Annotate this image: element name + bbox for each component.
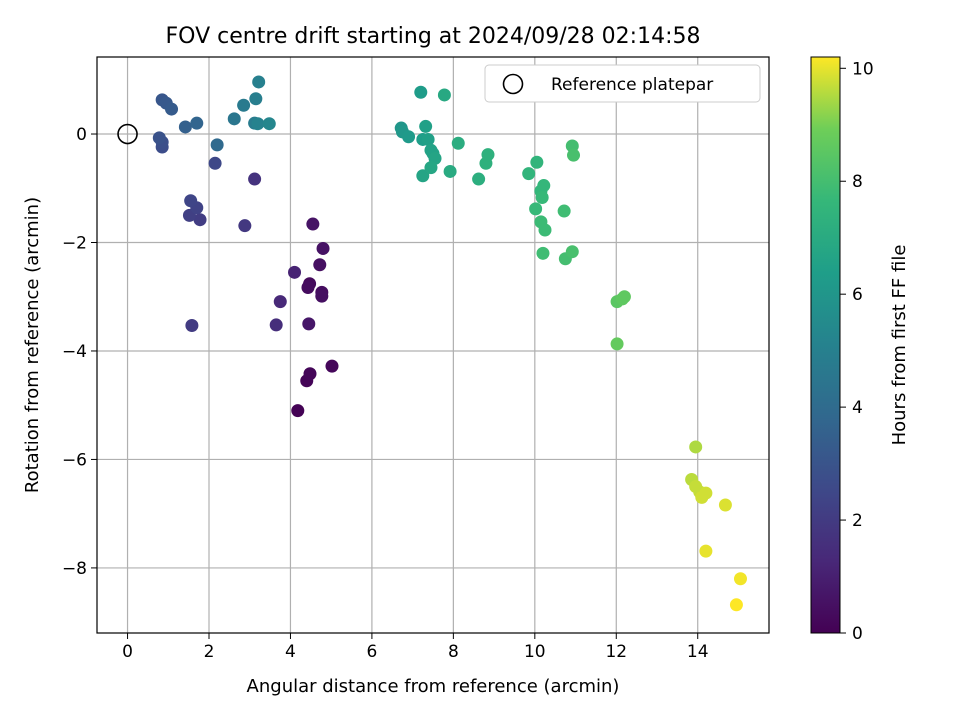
data-point — [424, 161, 438, 175]
grid-lines — [97, 57, 769, 633]
data-point — [567, 148, 581, 162]
legend-box — [484, 64, 761, 103]
data-point — [184, 194, 198, 208]
y-tick-label: −6 — [62, 450, 87, 470]
data-point — [193, 213, 207, 227]
data-point — [269, 318, 283, 332]
data-point — [190, 116, 204, 130]
x-tick-label: 10 — [524, 642, 546, 662]
data-point — [437, 88, 451, 102]
data-point — [248, 172, 262, 186]
x-tick-label: 0 — [122, 642, 133, 662]
data-point — [303, 367, 317, 381]
y-tick-label: −4 — [62, 342, 87, 362]
data-point — [237, 98, 251, 112]
data-point — [472, 172, 486, 186]
x-tick-label: 14 — [687, 642, 709, 662]
data-point — [699, 486, 713, 500]
data-point — [522, 167, 536, 181]
y-tick-label: −8 — [62, 559, 87, 579]
y-axis: 0 −2 −4 −6 −8 — [62, 125, 97, 579]
colorbar-gradient — [810, 56, 841, 634]
data-point — [729, 598, 743, 612]
data-point — [565, 245, 579, 259]
x-tick-label: 2 — [204, 642, 215, 662]
x-tick-label: 8 — [448, 642, 459, 662]
data-point — [301, 281, 315, 295]
data-point — [718, 498, 732, 512]
legend-label: Reference platepar — [551, 75, 713, 95]
data-point — [530, 155, 544, 169]
data-point — [262, 117, 276, 131]
data-point — [416, 169, 430, 183]
plot-frame — [96, 56, 770, 634]
data-point — [529, 202, 543, 216]
data-point — [249, 92, 263, 106]
data-points — [152, 75, 747, 612]
colorbar-tick-label: 10 — [852, 59, 874, 79]
data-point — [227, 112, 241, 126]
data-point — [610, 337, 624, 351]
data-point — [421, 132, 435, 146]
colorbar-tick-label: 4 — [852, 398, 863, 418]
colorbar-tick-label: 0 — [852, 624, 863, 644]
colorbar-label: Hours from first FF file — [889, 245, 910, 446]
data-point — [178, 120, 192, 134]
x-tick-label: 6 — [366, 642, 377, 662]
data-point — [414, 85, 428, 99]
data-point — [535, 190, 549, 204]
data-point — [238, 219, 252, 233]
data-point — [316, 241, 330, 255]
data-point — [419, 119, 433, 133]
colorbar-tick-label: 8 — [852, 172, 863, 192]
legend-reference-marker — [502, 73, 524, 95]
x-tick-label: 12 — [605, 642, 627, 662]
data-point — [325, 359, 339, 373]
colorbar-tick-label: 2 — [852, 511, 863, 531]
data-point — [402, 130, 416, 144]
data-point — [165, 102, 179, 116]
x-tick-label: 4 — [285, 642, 296, 662]
colorbar-ticks: 0 2 4 6 8 10 — [840, 59, 874, 644]
data-point — [251, 117, 265, 131]
data-point — [557, 204, 571, 218]
x-axis-label: Angular distance from reference (arcmin) — [247, 676, 620, 697]
data-point — [689, 440, 703, 454]
y-axis-label: Rotation from reference (arcmin) — [22, 197, 43, 493]
data-point — [185, 318, 199, 332]
data-point — [288, 265, 302, 279]
data-point — [273, 295, 287, 309]
data-point — [152, 131, 166, 145]
x-axis: 0 2 4 6 8 10 12 14 — [122, 633, 709, 662]
data-point — [208, 156, 222, 170]
data-point — [313, 258, 327, 272]
data-point — [481, 148, 495, 162]
data-point — [302, 317, 316, 331]
data-point — [733, 572, 747, 586]
data-point — [536, 246, 550, 260]
data-point — [252, 75, 266, 89]
data-point — [538, 223, 552, 237]
data-point — [210, 138, 224, 152]
colorbar-tick-label: 6 — [852, 285, 863, 305]
y-tick-label: 0 — [76, 125, 87, 145]
legend: Reference platepar — [484, 64, 761, 103]
reference-marker — [117, 123, 138, 145]
chart-title: FOV centre drift starting at 2024/09/28 … — [166, 24, 701, 49]
data-point — [451, 136, 465, 150]
data-point — [291, 404, 305, 418]
data-point — [315, 289, 329, 303]
data-point — [617, 290, 631, 304]
y-tick-label: −2 — [62, 233, 87, 253]
colorbar: 0 2 4 6 8 10 Hours from first FF file — [810, 56, 910, 644]
data-point — [699, 544, 713, 558]
data-point — [306, 217, 320, 231]
data-point — [443, 164, 457, 178]
